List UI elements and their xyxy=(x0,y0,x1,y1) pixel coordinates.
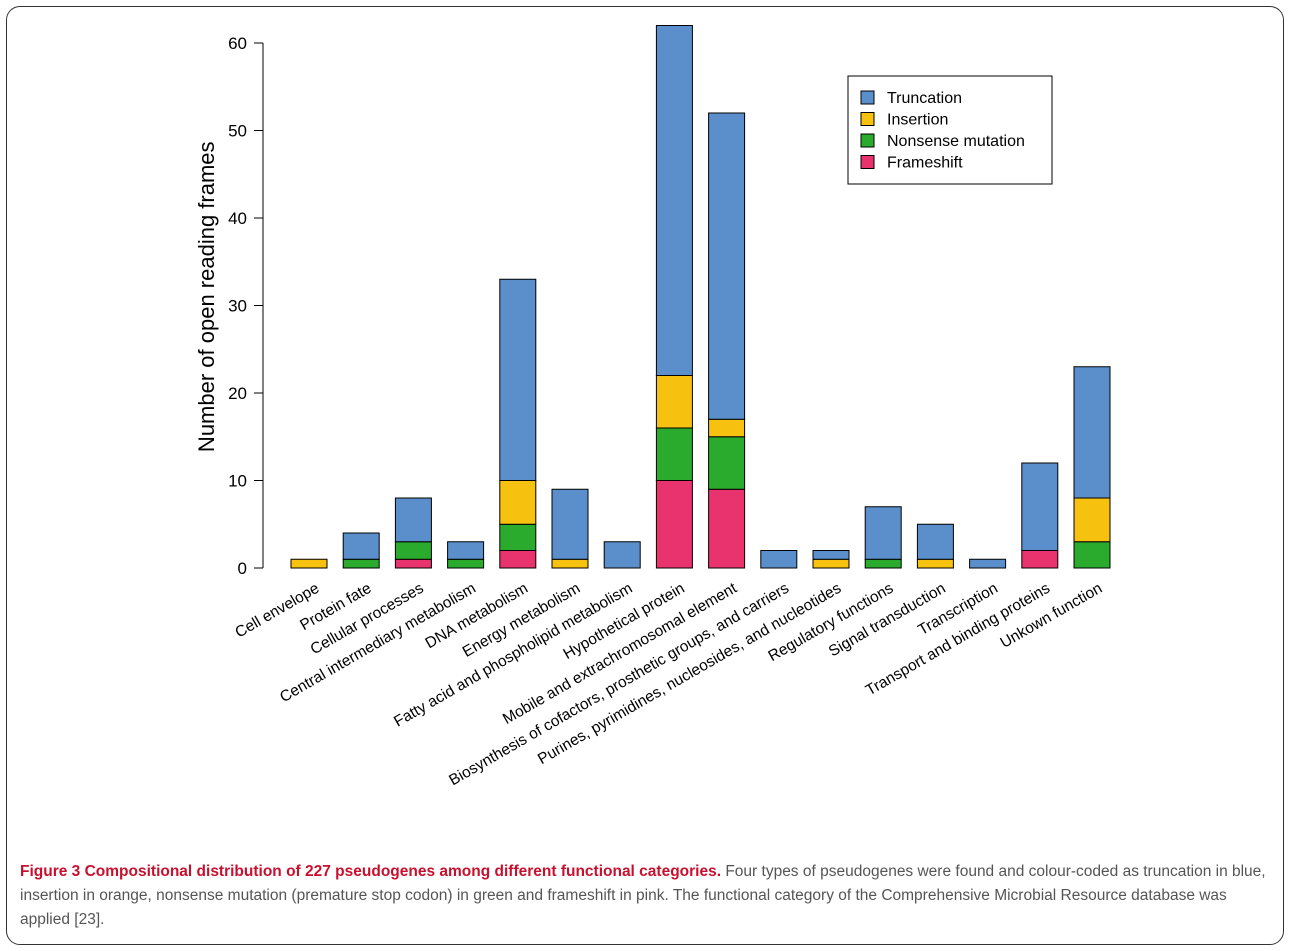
figure-frame xyxy=(6,6,1284,945)
y-tick-label: 40 xyxy=(228,209,247,228)
y-tick-label: 30 xyxy=(228,297,247,316)
stacked-bar-chart: 0 10 20 30 40 50 60 Number of open reading fram… xyxy=(194,25,1111,789)
bar-segment-insertion xyxy=(1073,497,1111,543)
legend-label-frameshift: Frameshift xyxy=(887,155,963,172)
y-tick-label: 20 xyxy=(228,384,247,403)
bar-segment-truncation xyxy=(1021,462,1059,551)
bar-segment-truncation xyxy=(603,541,641,569)
bar-segment-truncation xyxy=(394,497,432,543)
bar-segment-nonsense-mutation xyxy=(708,436,746,490)
legend-label-insertion: Insertion xyxy=(887,112,948,129)
y-tick-label: 60 xyxy=(228,34,247,53)
bar-segment-truncation xyxy=(447,541,485,560)
bar-segment-truncation xyxy=(760,550,798,569)
bar-segment-truncation xyxy=(551,488,589,560)
bar-segment-nonsense-mutation xyxy=(447,558,485,569)
bar-segment-frameshift xyxy=(499,550,537,569)
bar-segment-nonsense-mutation xyxy=(394,541,432,560)
bar-segment-truncation xyxy=(708,112,746,420)
bar-segment-truncation xyxy=(864,506,902,560)
legend-label-nonsense-mutation: Nonsense mutation xyxy=(887,133,1025,150)
figure-caption: Figure 3 Compositional distribution of 2… xyxy=(20,860,1270,932)
legend-box xyxy=(847,75,1053,185)
bar-segment-insertion xyxy=(499,480,537,525)
bar-segment-insertion xyxy=(551,558,589,569)
caption-text: Four types of pseudogenes were found and… xyxy=(20,863,1266,928)
bar-segment-insertion xyxy=(290,558,328,569)
bar-segment-truncation xyxy=(499,278,537,481)
legend-swatch-truncation xyxy=(860,90,875,105)
bar-segment-truncation xyxy=(969,558,1007,569)
bar-segment-insertion xyxy=(655,375,693,429)
bar-segment-nonsense-mutation xyxy=(342,558,380,569)
legend-swatch-insertion xyxy=(860,112,875,126)
legend-swatch-nonsense-mutation xyxy=(860,133,875,148)
bar-segment-insertion xyxy=(916,558,954,569)
bar-segment-insertion xyxy=(812,558,850,569)
bar-segment-nonsense-mutation xyxy=(655,427,693,481)
y-tick-label: 0 xyxy=(238,559,247,578)
bar-segment-insertion xyxy=(708,418,746,438)
bar-segment-truncation xyxy=(916,523,954,560)
y-tick-label: 10 xyxy=(228,472,247,491)
y-tick-label: 50 xyxy=(228,122,247,141)
bar-segment-truncation xyxy=(342,532,380,560)
bar-segment-frameshift xyxy=(655,480,693,569)
bar-segment-frameshift xyxy=(394,558,432,569)
bar-segment-truncation xyxy=(655,25,693,376)
legend-swatch-frameshift xyxy=(860,155,875,169)
bar-segment-nonsense-mutation xyxy=(499,523,537,551)
y-axis-title: Number of open reading frames xyxy=(194,141,219,452)
bar-segment-nonsense-mutation xyxy=(1073,541,1111,569)
bar-segment-frameshift xyxy=(1021,550,1059,569)
bar-segment-truncation xyxy=(812,550,850,560)
legend-label-truncation: Truncation xyxy=(887,90,962,107)
bar-segment-truncation xyxy=(1073,366,1111,499)
bar-segment-nonsense-mutation xyxy=(864,558,902,569)
caption-title: Figure 3 Compositional distribution of 2… xyxy=(20,863,722,880)
bar-segment-frameshift xyxy=(708,488,746,569)
